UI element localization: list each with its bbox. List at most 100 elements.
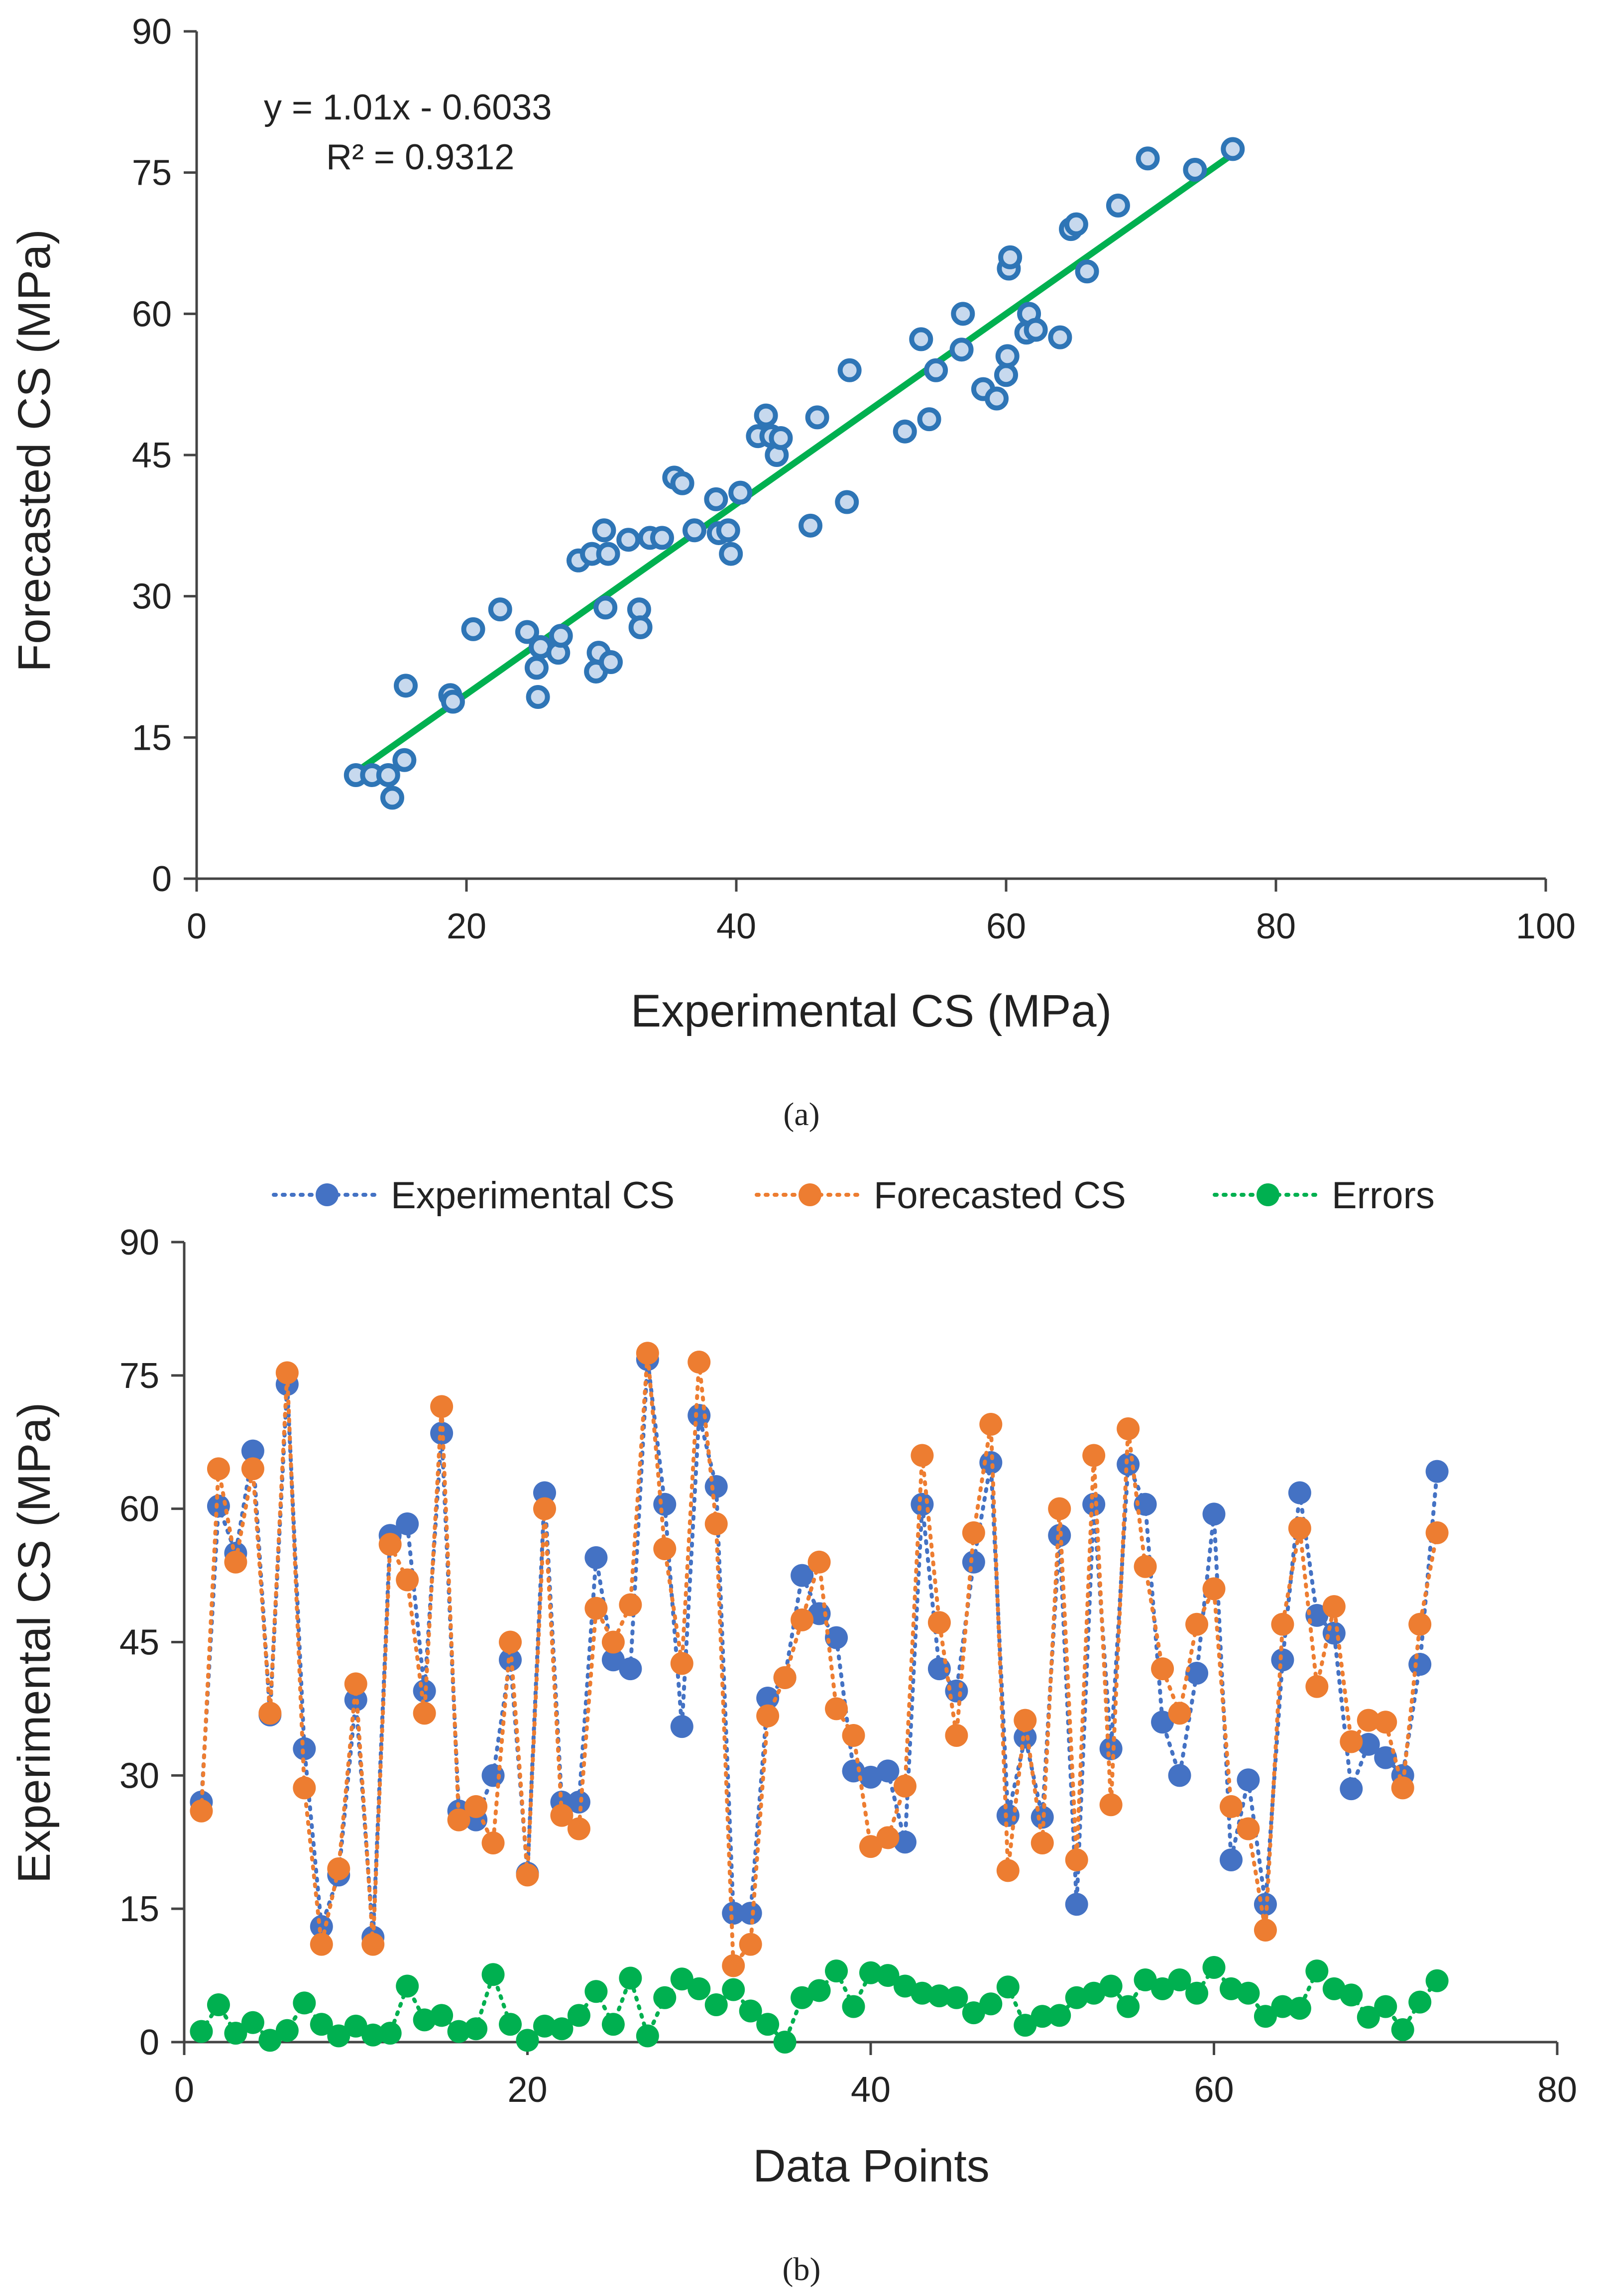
point-forecasted-cs	[670, 1652, 693, 1675]
point-forecasted-cs	[344, 1672, 367, 1696]
scatter-point	[917, 407, 941, 432]
scatter-point	[596, 542, 620, 566]
point-errors	[275, 2019, 299, 2042]
point-errors	[722, 1978, 745, 2001]
a-y-tick-label: 0	[152, 859, 172, 899]
point-forecasted-cs	[979, 1413, 1003, 1436]
b-y-tick-label: 15	[119, 1889, 159, 1929]
point-forecasted-cs	[533, 1497, 556, 1520]
scatter-point	[1221, 137, 1245, 161]
point-errors	[842, 1995, 865, 2018]
point-errors	[945, 1986, 968, 2009]
point-experimental-cs	[1082, 1492, 1106, 1516]
point-forecasted-cs	[1425, 1521, 1449, 1544]
scatter-point	[769, 426, 793, 450]
point-forecasted-cs	[653, 1537, 677, 1561]
b-y-tick-label: 30	[119, 1756, 159, 1796]
point-experimental-cs	[241, 1439, 264, 1463]
point-errors	[1014, 2014, 1037, 2037]
point-errors	[876, 1964, 900, 1987]
scatter-point	[524, 656, 549, 680]
point-forecasted-cs	[842, 1723, 865, 1747]
point-errors	[1134, 1968, 1157, 1992]
point-errors	[1048, 2004, 1071, 2027]
scatter-point	[909, 327, 933, 351]
point-forecasted-cs	[722, 1954, 745, 1977]
point-experimental-cs	[739, 1902, 762, 1925]
point-experimental-cs	[945, 1679, 968, 1703]
scatter-point	[1024, 318, 1048, 342]
point-forecasted-cs	[756, 1704, 780, 1727]
point-experimental-cs	[979, 1451, 1003, 1474]
point-experimental-cs	[1340, 1777, 1363, 1801]
point-forecasted-cs	[207, 1457, 230, 1481]
point-errors	[687, 1977, 711, 2000]
point-errors	[1168, 1968, 1191, 1992]
point-errors	[207, 1993, 230, 2017]
point-errors	[653, 1986, 677, 2009]
point-errors	[1374, 1995, 1397, 2018]
point-forecasted-cs	[1254, 1919, 1277, 1942]
point-forecasted-cs	[1288, 1516, 1311, 1540]
a-y-tick-label: 30	[132, 577, 172, 617]
point-forecasted-cs	[464, 1795, 488, 1818]
scatter-point	[682, 518, 706, 543]
scatter-point	[488, 597, 512, 622]
point-forecasted-cs	[241, 1457, 264, 1481]
point-forecasted-cs	[1202, 1577, 1226, 1601]
point-forecasted-cs	[361, 1933, 385, 1956]
point-experimental-cs	[1237, 1768, 1260, 1792]
point-errors	[533, 2014, 556, 2038]
point-errors	[190, 2020, 213, 2043]
point-experimental-cs	[704, 1475, 728, 1498]
point-experimental-cs	[396, 1512, 419, 1536]
trendline	[352, 151, 1236, 776]
b-y-tick-label: 90	[119, 1223, 159, 1263]
b-x-tick-label: 0	[174, 2070, 194, 2110]
point-errors	[636, 2024, 659, 2048]
point-forecasted-cs	[499, 1630, 522, 1654]
point-forecasted-cs	[224, 1550, 247, 1574]
point-errors	[1099, 1974, 1123, 1998]
scatter-point	[1048, 325, 1072, 349]
point-forecasted-cs	[704, 1512, 728, 1536]
point-errors	[859, 1961, 882, 1984]
scatter-point	[549, 624, 573, 648]
scatter-point	[1064, 212, 1088, 236]
point-experimental-cs	[584, 1546, 608, 1569]
b-panel-caption: (b)	[783, 2251, 821, 2288]
point-forecasted-cs	[310, 1933, 333, 1956]
point-forecasted-cs	[584, 1597, 608, 1620]
point-errors	[807, 1979, 831, 2002]
point-forecasted-cs	[619, 1593, 642, 1616]
a-y-axis-title: Forecasted CS (MPa)	[9, 229, 60, 672]
scatter-point	[799, 513, 823, 538]
point-errors	[396, 1974, 419, 1998]
point-experimental-cs	[430, 1421, 454, 1445]
point-experimental-cs	[1425, 1460, 1449, 1483]
a-y-tick-label: 60	[132, 294, 172, 334]
b-x-tick-label: 80	[1537, 2070, 1577, 2110]
point-forecasted-cs	[893, 1774, 916, 1798]
point-errors	[1151, 1977, 1174, 2000]
point-forecasted-cs	[945, 1723, 968, 1747]
point-forecasted-cs	[1030, 1832, 1054, 1855]
point-errors	[481, 1963, 505, 1986]
point-forecasted-cs	[567, 1817, 590, 1840]
a-y-tick-label: 45	[132, 436, 172, 475]
point-experimental-cs	[1322, 1621, 1346, 1645]
point-forecasted-cs	[927, 1611, 951, 1634]
legend-marker	[316, 1183, 339, 1206]
point-errors	[756, 2013, 780, 2036]
point-experimental-cs	[1254, 1893, 1277, 1916]
series-forecasted-cs	[190, 1342, 1449, 1977]
point-forecasted-cs	[413, 1702, 436, 1725]
panel-a-scatter: 0 20 40 60 80 100 0 15 30 45 60 75 90 y = 1.01x - 0.…	[9, 12, 1576, 1133]
b-y-axis-title: Experimental CS (MPa)	[9, 1402, 60, 1883]
legend: Experimental CS Forecasted CS Errors	[272, 1174, 1435, 1217]
point-errors	[927, 1984, 951, 2008]
scatter-point	[1183, 157, 1207, 182]
point-errors	[447, 2020, 470, 2043]
point-forecasted-cs	[807, 1550, 831, 1574]
point-errors	[1408, 1990, 1432, 2014]
